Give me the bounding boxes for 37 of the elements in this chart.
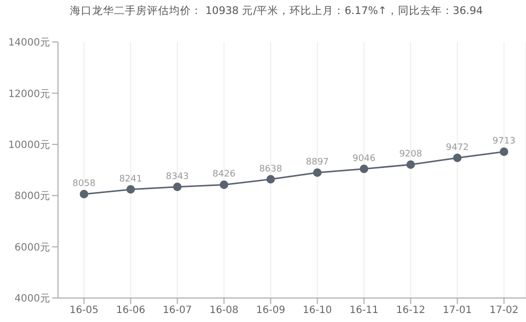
point bbox=[220, 180, 228, 189]
y-tick-label: 4000元 bbox=[14, 294, 50, 305]
point bbox=[360, 164, 368, 174]
chart-title: 海口龙华二手房评估均价： 10938 元/平米，环比上月：6.17%↑，同比去年：36.94 bbox=[70, 4, 483, 18]
y-tick-label: 6000元 bbox=[14, 242, 50, 254]
y-tick-label: 8000元 bbox=[14, 191, 50, 202]
x-tick-label: 16-10 bbox=[302, 305, 332, 316]
y-tick-label: 14000元 bbox=[8, 38, 50, 49]
x-tick-label: 16-06 bbox=[116, 305, 146, 316]
data-label: 8426 bbox=[212, 170, 236, 180]
y-tick-label: 10000元 bbox=[8, 140, 50, 151]
point bbox=[266, 175, 275, 184]
point bbox=[453, 154, 462, 162]
data-label: 8897 bbox=[306, 158, 329, 168]
x-tick-label: 16-07 bbox=[162, 305, 192, 316]
data-label: 9713 bbox=[492, 136, 516, 147]
point bbox=[500, 147, 508, 156]
data-label: 9472 bbox=[446, 142, 469, 153]
x-tick-label: 16-08 bbox=[209, 305, 239, 316]
x-tick-label: 16-05 bbox=[69, 305, 99, 316]
x-tick-label: 16-09 bbox=[256, 305, 286, 316]
x-tick-label: 16-12 bbox=[396, 305, 426, 316]
point bbox=[313, 168, 322, 177]
x-tick-label: 17-02 bbox=[489, 305, 519, 316]
data-label: 8241 bbox=[119, 174, 142, 184]
data-label: 8638 bbox=[259, 164, 282, 174]
x-tick-label: 16-11 bbox=[349, 305, 379, 316]
point bbox=[80, 190, 88, 198]
point bbox=[173, 182, 182, 192]
y-tick-label: 12000元 bbox=[8, 88, 50, 100]
data-label: 9046 bbox=[352, 154, 376, 164]
data-label: 9208 bbox=[399, 150, 422, 160]
data-label: 8343 bbox=[166, 172, 189, 182]
point bbox=[406, 160, 415, 169]
point bbox=[126, 185, 135, 194]
x-tick-label: 17-01 bbox=[442, 305, 472, 316]
data-label: 8058 bbox=[72, 179, 96, 190]
